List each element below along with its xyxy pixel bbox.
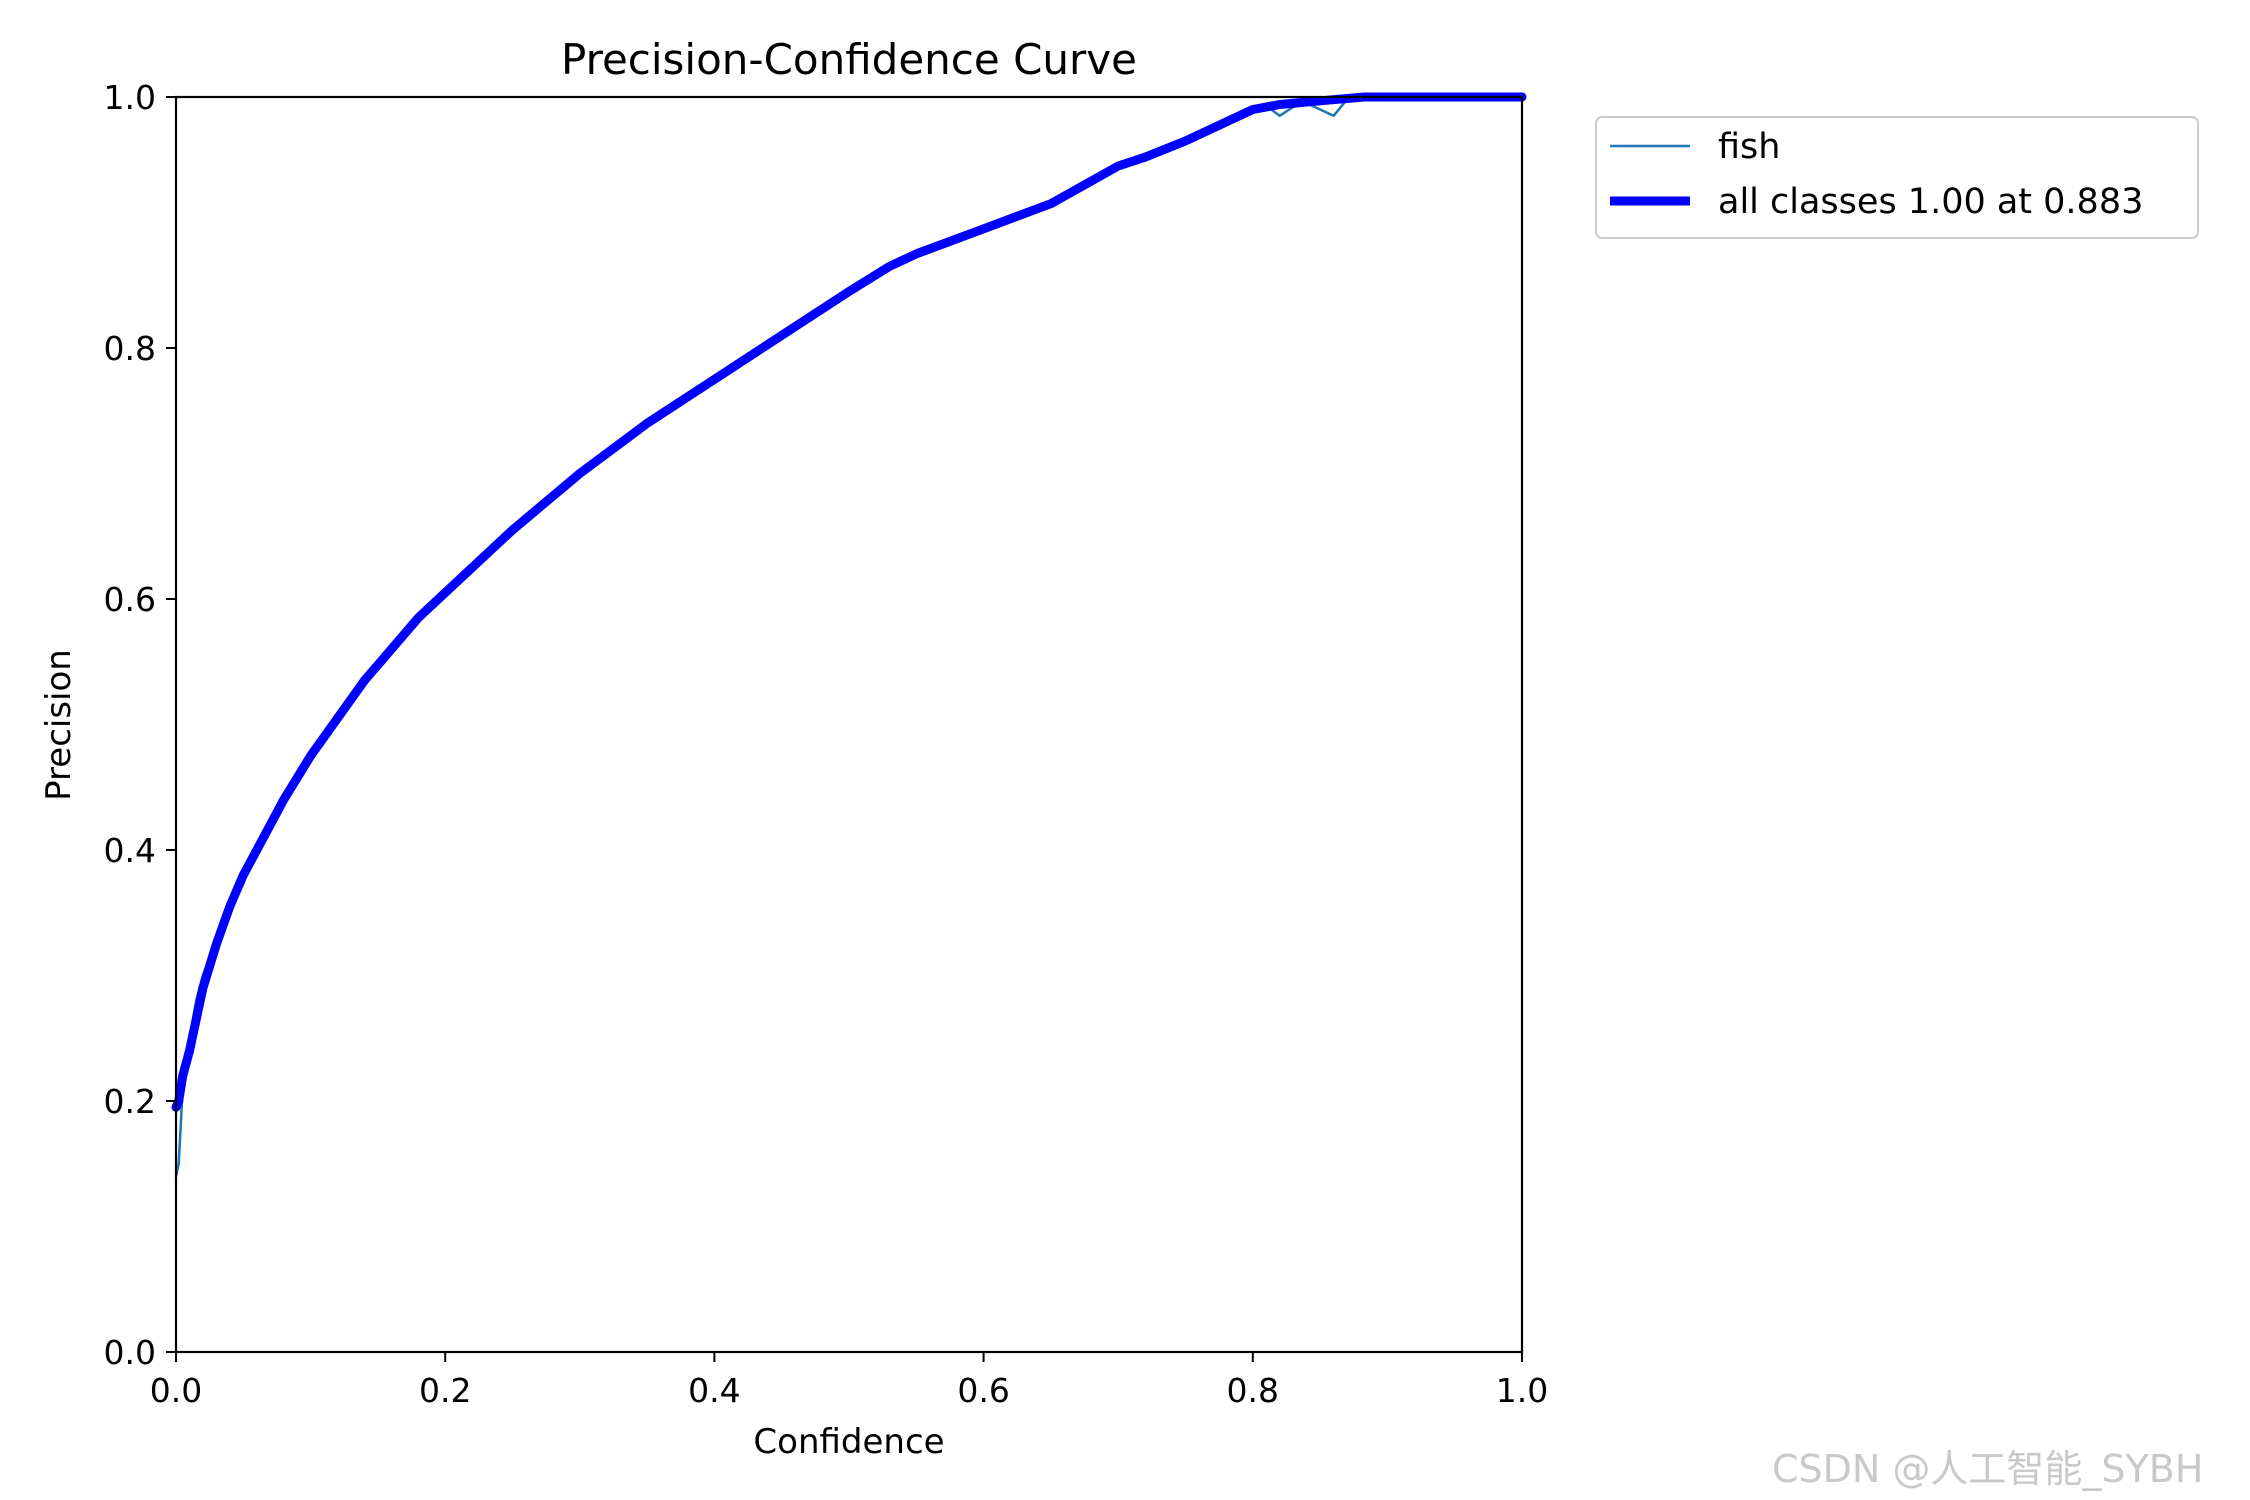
x-tick-label: 0.0 [150,1371,202,1410]
legend-label-fish: fish [1718,127,1780,167]
watermark-text: CSDN @人工智能_SYBH [1772,1447,2204,1491]
y-tick-label: 1.0 [104,78,156,117]
y-tick-label: 0.8 [104,329,156,368]
plot-frame [174,95,1524,1354]
x-tick-label: 0.6 [957,1371,1009,1410]
legend-box [1595,116,2199,239]
y-tick-label: 0.0 [104,1333,156,1372]
x-tick-label: 0.4 [688,1371,740,1410]
y-axis-label: Precision [39,649,79,801]
x-tick-label: 0.2 [419,1371,471,1410]
series-group [171,92,1527,1178]
chart-title: Precision-Confidence Curve [561,35,1137,84]
y-tick-label: 0.4 [104,831,156,870]
legend: fish all classes 1.00 at 0.883 [1595,116,2199,239]
x-tick-label: 1.0 [1496,1371,1548,1410]
y-tick-label: 0.6 [104,580,156,619]
x-tick-label: 0.8 [1227,1371,1279,1410]
x-axis-label: Confidence [753,1422,944,1462]
y-axis-ticks: 0.0 0.2 0.4 0.6 0.8 1.0 [104,78,176,1372]
legend-label-all-classes: all classes 1.00 at 0.883 [1718,182,2143,222]
x-axis-ticks: 0.0 0.2 0.4 0.6 0.8 1.0 [150,1352,1548,1410]
series-line-all-classes [171,92,1527,1112]
y-tick-label: 0.2 [104,1082,156,1121]
